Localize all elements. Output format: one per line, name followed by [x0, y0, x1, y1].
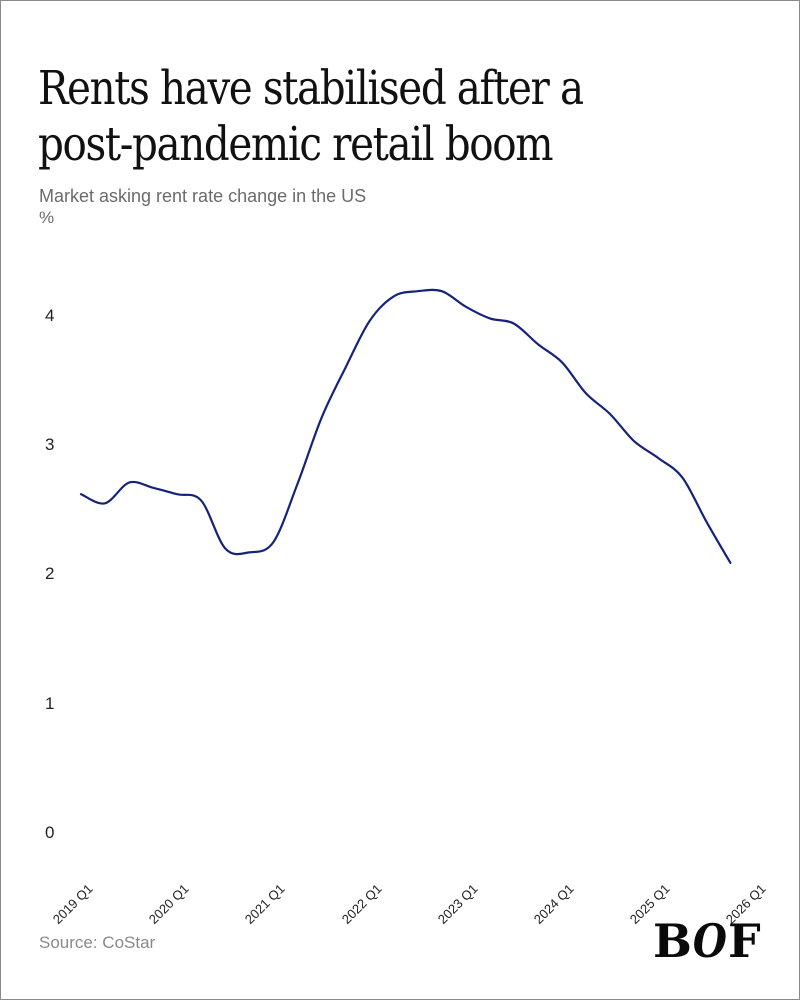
y-tick-label: 1	[45, 693, 55, 713]
title-line-2: post-pandemic retail boom	[38, 117, 554, 172]
source-note: Source: CoStar	[39, 933, 156, 952]
logo-letter-b: B	[653, 914, 692, 968]
logo-letter-o: O	[692, 914, 727, 968]
y-tick-label: 2	[45, 564, 55, 584]
title-line-1: Rents have stabilised after a	[38, 61, 584, 116]
y-axis-unit: %	[39, 208, 55, 227]
chart-subtitle: Market asking rent rate change in the US	[39, 186, 367, 206]
y-tick-label: 0	[45, 823, 55, 842]
y-tick-label: 4	[45, 305, 55, 325]
chart-title: Rents have stabilised after a post-pande…	[38, 61, 760, 173]
rent-change-line	[79, 288, 732, 564]
y-tick-label: 3	[45, 435, 55, 455]
logo-letter-f: F	[727, 914, 761, 968]
bof-logo: BOF	[653, 913, 761, 969]
